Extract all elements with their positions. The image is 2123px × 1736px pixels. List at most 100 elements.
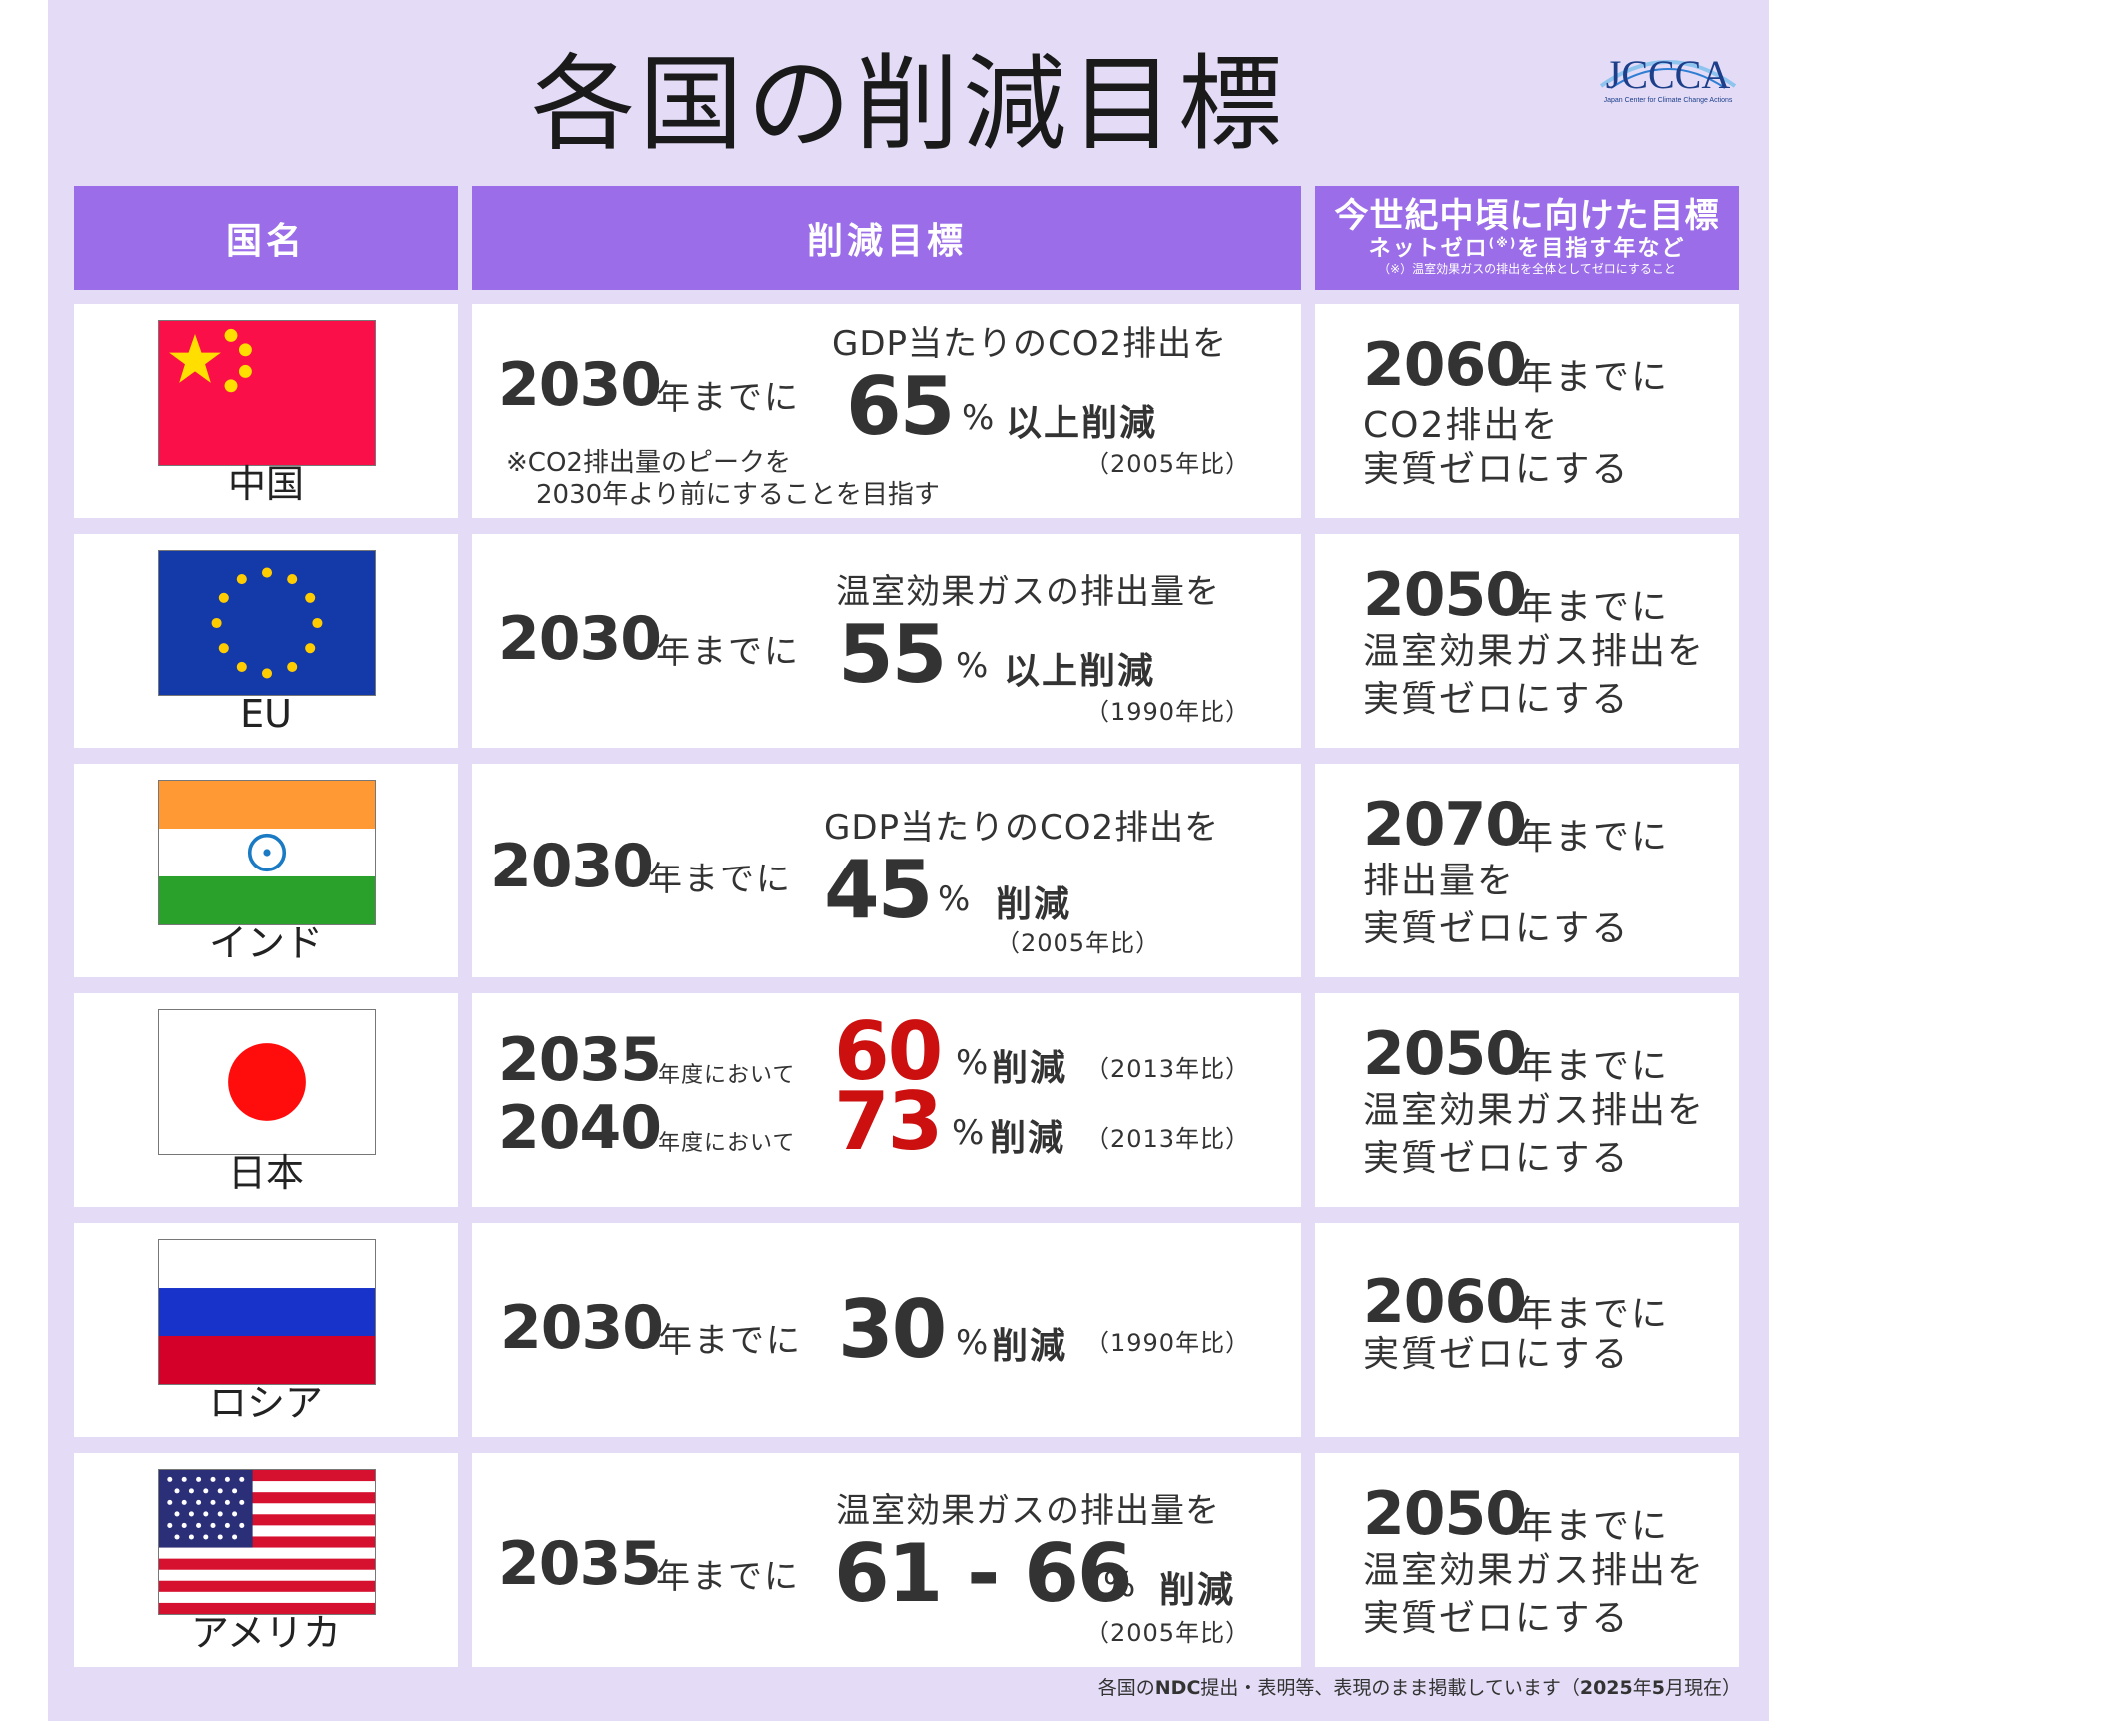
percent-sign: % — [938, 879, 971, 919]
note-line-1: ※CO2排出量のピークを — [506, 448, 791, 478]
target-year: 2030 — [500, 1293, 664, 1363]
country-cell-russia: ロシア — [74, 1223, 458, 1437]
india-flag — [158, 780, 376, 925]
usa-flag — [158, 1469, 376, 1615]
header-country-label: 国名 — [225, 221, 306, 262]
netzero-year: 2060 — [1363, 1267, 1527, 1337]
country-name: EU — [240, 692, 292, 736]
logo-text: JCCCA — [1606, 52, 1731, 97]
japan-flag — [158, 1009, 376, 1155]
year-suffix: 年までに — [656, 632, 800, 672]
target-label: 温室効果ガスの排出量を — [836, 572, 1220, 612]
target-year: 2030 — [498, 604, 662, 674]
country-cell-india: インド — [74, 764, 458, 977]
target-action: 以上削減 — [1004, 651, 1156, 692]
target-cell-china: 2030 年までに GDP当たりのCO2排出を 65 % 以上削減 （2005年… — [472, 304, 1301, 518]
baseline: （1990年比） — [1085, 1329, 1251, 1357]
country-name: アメリカ — [190, 1611, 342, 1655]
netzero-line-1: 排出量を — [1363, 861, 1516, 901]
baseline: （2005年比） — [1085, 1619, 1251, 1647]
netzero-line-2: 実質ゼロにする — [1363, 908, 1630, 949]
baseline-2: （2013年比） — [1085, 1125, 1251, 1153]
netzero-year: 2050 — [1363, 1479, 1527, 1549]
footer-note: 各国のNDC提出・表明等、表現のまま掲載しています（2025年5月現在） — [1097, 1677, 1741, 1699]
target-cell-russia: 2030 年までに 30 % 削減 （1990年比） — [472, 1223, 1301, 1437]
target-year: 2035 — [498, 1529, 662, 1599]
netzero-suffix: 年までに — [1517, 1506, 1670, 1547]
target-cell-india: 2030 年までに GDP当たりのCO2排出を 45 % 削減 （2005年比） — [472, 764, 1301, 977]
netzero-cell-japan: 2050 年までに 温室効果ガス排出を 実質ゼロにする — [1315, 993, 1739, 1207]
year-suffix: 年度において — [658, 1063, 796, 1088]
country-cell-eu: EU — [74, 534, 458, 748]
country-name: インド — [208, 921, 323, 965]
netzero-year: 2050 — [1363, 560, 1527, 630]
netzero-cell-eu: 2050 年までに 温室効果ガス排出を 実質ゼロにする — [1315, 534, 1739, 748]
header-target: 削減目標 — [472, 186, 1301, 290]
netzero-suffix: 年までに — [1517, 357, 1670, 398]
target-label: GDP当たりのCO2排出を — [832, 324, 1228, 364]
netzero-line-1: CO2排出を — [1363, 405, 1560, 446]
target-action: 削減 — [992, 1048, 1068, 1089]
netzero-line-1: 温室効果ガス排出を — [1363, 1550, 1706, 1591]
percent-sign: % — [1103, 1565, 1136, 1605]
country-cell-japan: 日本 — [74, 993, 458, 1207]
netzero-line-2: 実質ゼロにする — [1363, 1138, 1630, 1179]
page-title: 各国の削減目標 — [530, 43, 1286, 165]
year-suffix: 年までに — [656, 378, 800, 418]
target-action: 以上削減 — [1006, 403, 1158, 444]
russia-flag — [158, 1239, 376, 1385]
china-flag — [158, 320, 376, 466]
note-line-2: 2030年より前にすることを目指す — [536, 480, 940, 510]
target-percent: 45 — [824, 844, 933, 936]
percent-sign-2: % — [952, 1113, 985, 1153]
percent-sign: % — [956, 646, 989, 686]
year-suffix: 年までに — [648, 860, 792, 899]
eu-flag — [158, 550, 376, 696]
target-action: 削減 — [992, 1326, 1068, 1367]
target-percent-2: 73 — [834, 1075, 943, 1168]
target-year-2: 2040 — [498, 1093, 662, 1163]
percent-sign: % — [956, 1043, 989, 1083]
header-target-label: 削減目標 — [806, 221, 967, 262]
year-suffix: 年までに — [656, 1557, 800, 1597]
netzero-line-2: 実質ゼロにする — [1363, 449, 1630, 490]
netzero-year: 2050 — [1363, 1019, 1527, 1089]
target-label: GDP当たりのCO2排出を — [824, 808, 1220, 848]
netzero-cell-india: 2070 年までに 排出量を 実質ゼロにする — [1315, 764, 1739, 977]
percent-sign: % — [956, 1323, 989, 1363]
target-percent: 55 — [838, 608, 947, 701]
target-action: 削減 — [1159, 1570, 1236, 1611]
netzero-line-1: 温室効果ガス排出を — [1363, 631, 1706, 672]
header-netzero-sub: ネットゼロ(※)を目指す年など — [1368, 235, 1686, 261]
country-name: 中国 — [227, 462, 304, 506]
target-cell-japan: 2035 年度において 60 % 削減 （2013年比） 2040 年度において… — [472, 993, 1301, 1207]
header-netzero-note: （※）温室効果ガスの排出を全体としてゼロにすること — [1378, 262, 1676, 277]
netzero-suffix: 年までに — [1517, 817, 1670, 858]
target-action-2: 削減 — [990, 1118, 1066, 1159]
netzero-cell-china: 2060 年までに CO2排出を 実質ゼロにする — [1315, 304, 1739, 518]
target-year: 2030 — [498, 350, 662, 420]
target-cell-eu: 2030 年までに 温室効果ガスの排出量を 55 % 以上削減 （1990年比） — [472, 534, 1301, 748]
baseline: （2013年比） — [1085, 1055, 1251, 1083]
baseline: （2005年比） — [1085, 450, 1251, 478]
baseline: （2005年比） — [996, 929, 1161, 957]
logo-subtitle: Japan Center for Climate Change Actions — [1604, 97, 1733, 104]
target-percent: 61 - 66 — [834, 1527, 1133, 1620]
target-year: 2030 — [490, 832, 654, 901]
netzero-suffix: 年までに — [1517, 587, 1670, 628]
target-percent: 60 — [834, 1005, 943, 1098]
year-suffix-2: 年度において — [658, 1131, 796, 1156]
target-year: 2035 — [498, 1025, 662, 1095]
netzero-suffix: 年までに — [1517, 1294, 1670, 1335]
header-country: 国名 — [74, 186, 458, 290]
year-suffix: 年までに — [658, 1321, 802, 1361]
header-netzero: 今世紀中頃に向けた目標 ネットゼロ(※)を目指す年など （※）温室効果ガスの排出… — [1315, 186, 1739, 290]
netzero-year: 2060 — [1363, 330, 1527, 400]
country-cell-usa: アメリカ — [74, 1453, 458, 1667]
netzero-cell-russia: 2060 年までに 実質ゼロにする — [1315, 1223, 1739, 1437]
percent-sign: % — [962, 398, 995, 438]
netzero-cell-usa: 2050 年までに 温室効果ガス排出を 実質ゼロにする — [1315, 1453, 1739, 1667]
target-action: 削減 — [996, 884, 1072, 925]
infographic-card: 各国の削減目標 JCCCA Japan Center for Climate C… — [48, 0, 1769, 1721]
netzero-line-2: 実質ゼロにする — [1363, 1598, 1630, 1639]
